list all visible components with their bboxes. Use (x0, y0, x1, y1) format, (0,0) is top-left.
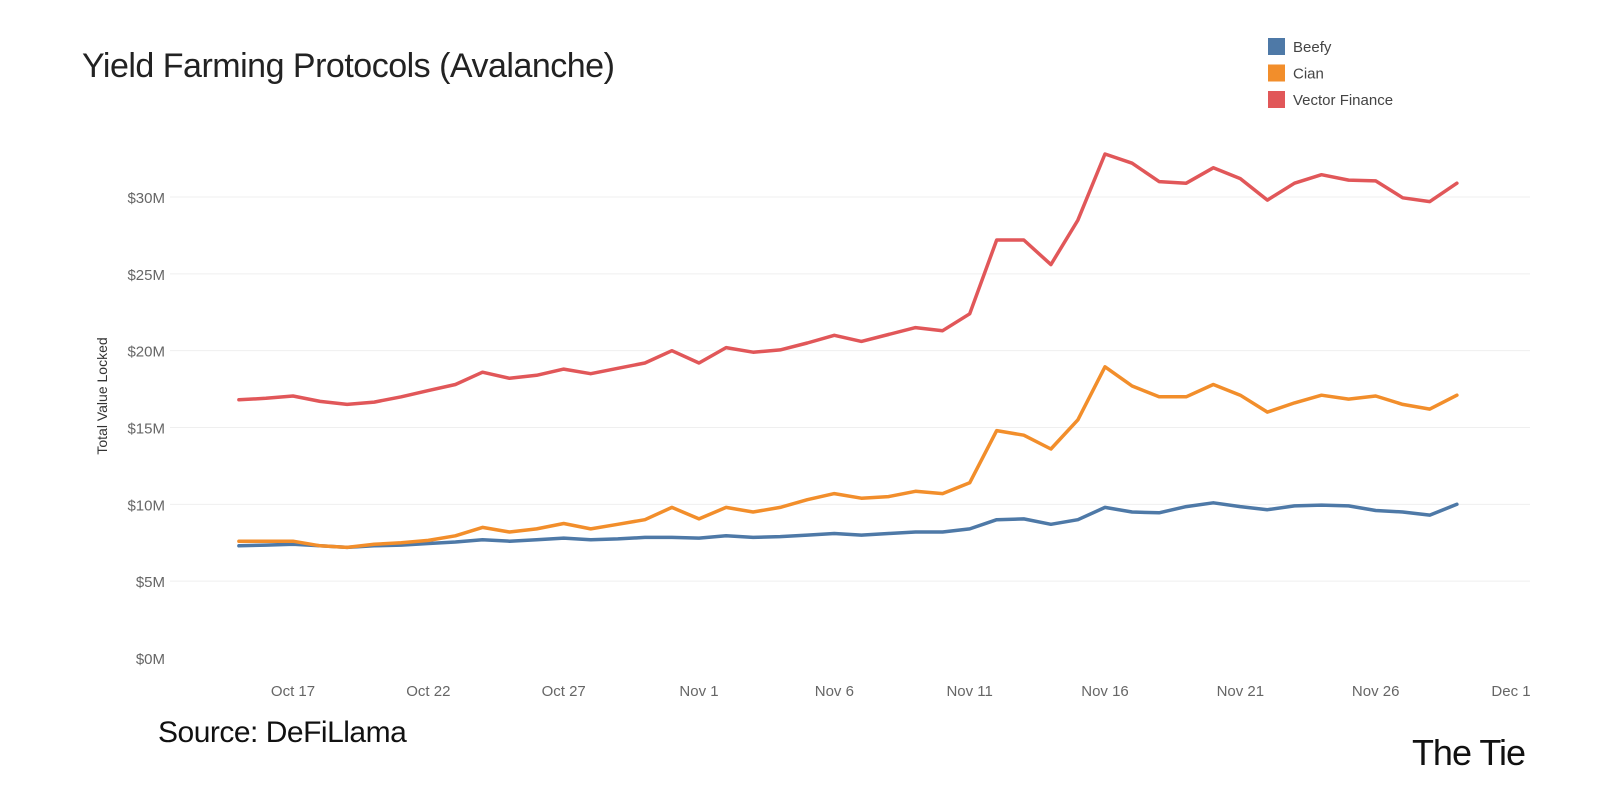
legend-label: Beefy (1293, 39, 1332, 56)
brand-logo-text: The Tie (1412, 732, 1525, 773)
x-tick-label: Nov 11 (946, 683, 992, 700)
y-tick-label: $30M (127, 190, 165, 207)
legend-swatch (1268, 64, 1285, 82)
x-tick-label: Dec 1 (1491, 683, 1530, 700)
y-tick-label: $25M (127, 267, 165, 284)
x-tick-label: Nov 26 (1352, 683, 1400, 700)
x-tick-label: Nov 1 (679, 683, 718, 700)
x-tick-label: Oct 22 (406, 683, 450, 700)
x-tick-label: Nov 21 (1217, 683, 1265, 700)
legend-swatch (1268, 38, 1285, 55)
y-axis-title: Total Value Locked (94, 337, 110, 454)
source-label: Source: DeFiLlama (158, 716, 407, 749)
y-tick-label: $0M (136, 651, 165, 668)
x-tick-label: Nov 16 (1081, 683, 1129, 700)
y-axis-ticks: $0M $5M $10M $15M $20M $25M $30M (127, 190, 165, 668)
y-tick-label: $20M (127, 344, 165, 361)
x-tick-label: Nov 6 (815, 683, 854, 700)
y-tick-label: $5M (136, 574, 165, 591)
legend-label: Vector Finance (1293, 92, 1393, 109)
x-tick-label: Oct 17 (271, 683, 315, 700)
legend-label: Cian (1293, 66, 1324, 83)
series-lines (237, 152, 1459, 550)
x-axis-ticks: Oct 17 Oct 22 Oct 27 Nov 1 Nov 6 Nov 11 Nov 16… (271, 683, 1531, 700)
series-line-cian (237, 365, 1459, 550)
gridlines (170, 196, 1530, 582)
legend-swatch (1268, 91, 1285, 108)
series-line-vector-finance (237, 152, 1459, 407)
series-line-beefy (237, 501, 1459, 550)
x-tick-label: Oct 27 (542, 683, 586, 700)
chart-title: Yield Farming Protocols (Avalanche) (82, 47, 614, 85)
legend: Beefy Cian Vector Finance (1268, 38, 1393, 109)
y-tick-label: $10M (127, 497, 165, 514)
y-tick-label: $15M (127, 421, 165, 438)
